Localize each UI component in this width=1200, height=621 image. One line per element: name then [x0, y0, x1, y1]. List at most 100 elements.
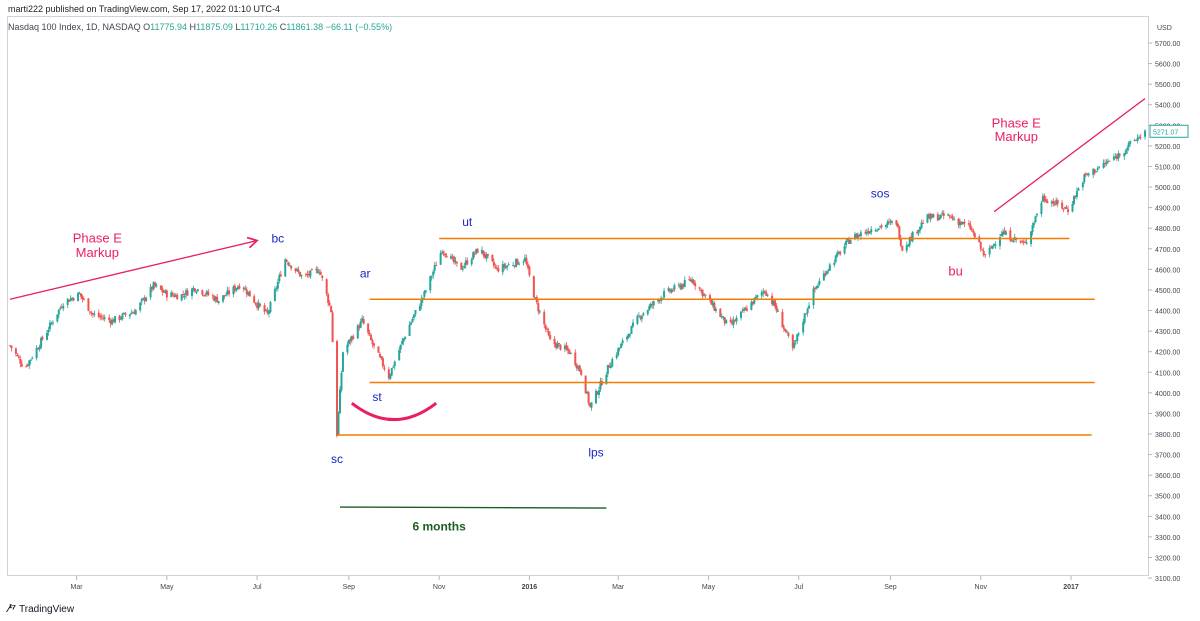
candle-body — [566, 347, 569, 351]
candle-body — [29, 359, 32, 361]
candle-body — [309, 270, 312, 277]
candle-body — [556, 343, 559, 349]
candle-body — [180, 294, 183, 301]
candle-body — [161, 288, 164, 293]
candle-body — [1025, 242, 1028, 244]
candle-body — [108, 317, 111, 320]
annotation-label: ar — [360, 267, 371, 281]
candle-body — [762, 291, 765, 294]
candle-body — [899, 238, 902, 246]
y-tick-label: 4200.00 — [1155, 350, 1180, 357]
candle-body — [568, 350, 571, 354]
candle-body — [756, 295, 759, 298]
open-value: 11775.94 — [150, 22, 187, 32]
candle-body — [855, 233, 858, 238]
candle-body — [257, 302, 260, 309]
candle-body — [1081, 182, 1084, 188]
candle-body — [772, 300, 775, 306]
candle-body — [1071, 203, 1074, 212]
candle-body — [658, 299, 661, 302]
candle-body — [1033, 223, 1036, 226]
candle-body — [1124, 150, 1127, 154]
candle-body — [868, 231, 871, 234]
currency-label: USD — [1157, 25, 1172, 32]
candle-body — [472, 252, 475, 260]
candle-body — [1123, 153, 1126, 157]
candle-body — [411, 318, 414, 323]
candle-body — [618, 347, 621, 349]
candle-body — [713, 303, 716, 311]
candle-body — [1034, 216, 1037, 223]
candle-body — [370, 334, 373, 340]
candle-body — [294, 268, 297, 272]
candle-body — [711, 302, 714, 306]
y-tick-label: 3200.00 — [1155, 555, 1180, 562]
candle-body — [423, 291, 426, 297]
candle-body — [494, 266, 497, 268]
candle-body — [238, 285, 241, 289]
y-tick-label: 4400.00 — [1155, 309, 1180, 316]
candle-body — [506, 265, 509, 268]
candle-body — [452, 256, 455, 263]
candle-body — [725, 319, 728, 324]
candle-body — [580, 370, 583, 375]
candle-body — [1052, 200, 1055, 204]
candle-body — [1053, 204, 1056, 206]
candle-body — [325, 279, 328, 294]
annotation-label: st — [372, 390, 382, 404]
annotation-label: lps — [588, 446, 603, 460]
candle-body — [216, 296, 219, 303]
candle-body — [449, 256, 452, 259]
candle-body — [279, 274, 282, 277]
candle-body — [367, 323, 370, 333]
candle-body — [228, 290, 231, 295]
candle-body — [822, 273, 825, 281]
candle-body — [865, 231, 868, 234]
candle-body — [936, 214, 939, 221]
candle-body — [1133, 140, 1136, 142]
duration-line — [339, 506, 607, 509]
candle-body — [722, 316, 725, 318]
candle-body — [118, 315, 121, 320]
candle-body — [51, 322, 54, 324]
candle-body — [276, 281, 279, 289]
x-tick-label: Sep — [343, 584, 356, 591]
candle-body — [630, 325, 633, 334]
y-tick-label: 4700.00 — [1155, 247, 1180, 254]
candle-body — [387, 369, 390, 379]
annotation-label: Phase E — [992, 115, 1041, 130]
y-tick-label: 5500.00 — [1155, 82, 1180, 89]
candle-body — [586, 392, 589, 394]
candle-body — [1107, 161, 1110, 163]
candle-body — [558, 342, 561, 344]
candle-body — [90, 312, 93, 314]
candle-body — [587, 392, 590, 404]
y-tick-label: 3500.00 — [1155, 494, 1180, 501]
candle-body — [278, 275, 281, 282]
candle-body — [1093, 169, 1096, 173]
candle-body — [651, 304, 654, 306]
candle-body — [879, 226, 882, 228]
candle-body — [836, 252, 839, 257]
candle-body — [973, 233, 976, 238]
candle-body — [109, 320, 112, 324]
candle-body — [870, 229, 873, 233]
candle-body — [273, 289, 276, 301]
candle-body — [319, 272, 322, 275]
y-tick-label: 3100.00 — [1155, 576, 1180, 583]
candle-body — [714, 308, 717, 312]
candle-body — [555, 343, 558, 348]
candle-body — [682, 283, 685, 287]
candle-body — [859, 232, 862, 237]
candle-body — [350, 336, 353, 341]
candle-body — [445, 255, 448, 258]
candle-body — [1009, 230, 1012, 241]
candle-body — [222, 295, 225, 302]
candle-body — [794, 340, 797, 342]
candle-body — [753, 297, 756, 304]
candle-body — [515, 258, 518, 267]
candle-body — [134, 310, 137, 315]
open-label: O — [143, 22, 151, 32]
candle-body — [833, 262, 836, 265]
